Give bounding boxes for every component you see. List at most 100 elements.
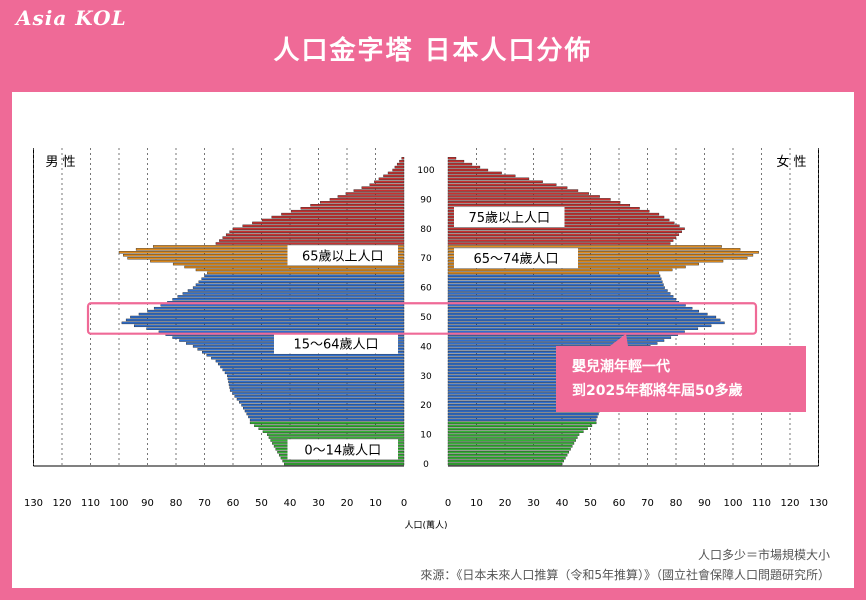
male-bar <box>396 162 405 166</box>
age-tick-label: 50 <box>420 313 432 323</box>
male-bar <box>378 177 405 181</box>
female-side-label: 女 性 <box>776 154 806 170</box>
female-bar <box>447 298 677 301</box>
male-bar <box>353 189 405 192</box>
male-bar <box>204 274 405 278</box>
female-bar <box>447 245 722 248</box>
female-x-tick-label: 120 <box>780 498 799 509</box>
male-bar <box>383 174 405 178</box>
male-bar <box>229 230 405 233</box>
female-bar <box>447 233 680 236</box>
male-bar <box>337 195 405 198</box>
male-bar <box>222 236 405 239</box>
female-bar <box>447 195 600 198</box>
male-bar <box>228 383 405 386</box>
female-bar <box>447 442 575 445</box>
male-bar <box>172 298 405 301</box>
male-bar <box>401 157 405 160</box>
female-x-tick-label: 100 <box>723 498 742 509</box>
female-bar <box>447 159 465 163</box>
female-bar <box>447 315 717 319</box>
female-bar <box>447 248 741 251</box>
female-x-tick-label: 80 <box>670 498 683 509</box>
female-bar <box>447 283 664 286</box>
male-bar <box>262 430 405 433</box>
male-bar <box>249 418 405 422</box>
male-bar <box>201 277 405 280</box>
female-x-tick-label: 0 <box>445 498 451 509</box>
male-bar <box>284 462 405 466</box>
male-bar <box>254 424 405 428</box>
male-bar <box>241 403 405 407</box>
male-x-tick-label: 80 <box>170 498 183 509</box>
male-bar <box>399 159 405 163</box>
male-bar <box>195 283 405 286</box>
callout-box <box>556 346 806 412</box>
label-male-group-0-box <box>274 333 398 354</box>
female-bar <box>447 336 672 339</box>
male-bar <box>177 295 405 298</box>
female-bar <box>447 162 473 166</box>
page-title: 人口金字塔 日本人口分佈 <box>273 36 593 66</box>
male-bar <box>310 204 405 207</box>
male-bar <box>152 245 405 248</box>
female-bar <box>447 251 759 254</box>
female-bar <box>447 453 568 457</box>
callout-line-1: 嬰兒潮年輕一代 <box>572 358 670 375</box>
male-bar <box>220 365 405 369</box>
age-tick-label: 80 <box>420 225 432 235</box>
female-bar <box>447 183 557 186</box>
male-x-tick-label: 30 <box>312 498 325 509</box>
female-bar <box>447 295 674 298</box>
label-65plus-box <box>287 245 398 266</box>
female-bar <box>447 204 631 207</box>
female-x-tick-label: 60 <box>613 498 626 509</box>
female-bar <box>447 436 578 439</box>
male-bar <box>244 409 405 413</box>
male-bar <box>211 356 405 360</box>
female-bar <box>447 168 489 172</box>
male-x-tick-label: 60 <box>227 498 240 509</box>
female-bar <box>447 186 568 189</box>
female-bar <box>447 180 543 183</box>
male-bar <box>239 401 405 404</box>
label-female-group-0-box <box>454 207 565 228</box>
female-bar <box>447 412 599 416</box>
male-x-tick-label: 110 <box>81 498 100 509</box>
female-bar <box>447 157 457 160</box>
female-bar <box>447 198 611 201</box>
female-bar <box>447 339 665 342</box>
male-x-tick-label: 0 <box>401 498 407 509</box>
population-pyramid-chart: 0 0 10 10 20 20 30 30 40 40 50 50 60 60 70 70 80 80 90 90 10… <box>24 148 828 531</box>
male-bar <box>127 256 405 260</box>
female-x-tick-label: 130 <box>809 498 828 509</box>
male-bar <box>187 289 405 292</box>
male-bar <box>252 221 405 225</box>
female-bar <box>447 433 580 436</box>
male-bar <box>229 389 405 392</box>
male-bar <box>192 286 405 289</box>
female-bar <box>447 430 584 433</box>
label-female-group-1: 65〜74歲人口 <box>473 252 558 267</box>
male-bar <box>160 304 405 307</box>
female-bar <box>447 318 721 322</box>
male-x-tick-label: 90 <box>141 498 154 509</box>
age-tick-label: 30 <box>420 372 432 382</box>
male-bar <box>329 198 405 201</box>
female-bar <box>447 459 564 463</box>
male-bar <box>246 412 405 416</box>
male-bar <box>261 218 405 222</box>
female-bar <box>447 448 571 451</box>
label-65plus: 65歲以上人口 <box>302 249 384 264</box>
female-bar <box>447 292 671 295</box>
female-bar <box>447 418 597 422</box>
source-note: 來源：《日本未來人口推算（令和5年推算）》（國立社會保障人口問題研究所） <box>420 568 830 582</box>
label-male-group-0: 15〜64歲人口 <box>293 337 378 352</box>
male-bar <box>243 406 405 410</box>
female-x-tick-label: 110 <box>752 498 771 509</box>
male-bar <box>392 168 405 172</box>
male-bar <box>300 206 405 210</box>
female-bar <box>447 321 725 325</box>
male-x-tick-label: 130 <box>24 498 43 509</box>
female-bar <box>447 227 685 231</box>
